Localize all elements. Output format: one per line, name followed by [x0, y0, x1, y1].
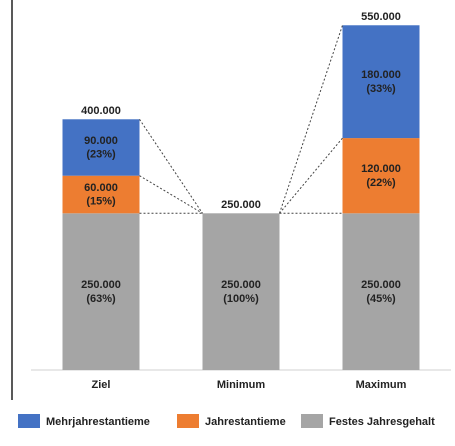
total-label: 550.000: [361, 11, 401, 23]
value-label-line: (63%): [86, 293, 116, 305]
legend-swatch: [177, 414, 199, 428]
value-label: 180.000 (33%): [361, 69, 401, 95]
value-label: 250.000 (100%): [221, 279, 261, 305]
legend-label: Jahrestantieme: [205, 416, 286, 428]
value-label-line: 60.000: [84, 182, 118, 194]
x-tick-label: Maximum: [356, 379, 407, 391]
value-label-line: 180.000: [361, 69, 401, 81]
value-label: 250.000 (63%): [81, 279, 121, 305]
legend-swatch: [18, 414, 40, 428]
value-label-line: 250.000: [81, 279, 121, 291]
value-label-line: (100%): [223, 293, 259, 305]
value-label-line: 250.000: [361, 279, 401, 291]
legend-label: Festes Jahresgehalt: [329, 416, 435, 428]
value-label-line: (22%): [366, 177, 396, 189]
x-tick-label: Ziel: [92, 379, 111, 391]
bar-segment: [342, 213, 420, 370]
connector: [139, 119, 203, 214]
legend-swatch: [301, 414, 323, 428]
value-label-line: 120.000: [361, 163, 401, 175]
legend-label: Mehrjahrestantieme: [46, 416, 150, 428]
connector: [139, 175, 203, 214]
total-label: 250.000: [221, 199, 261, 211]
value-label: 90.000 (23%): [84, 135, 118, 161]
bar-segment: [342, 138, 420, 214]
value-label-line: 250.000: [221, 279, 261, 291]
bar-segment: [62, 213, 140, 370]
bar-segment: [62, 175, 140, 214]
total-label: 400.000: [81, 105, 121, 117]
bar-segment: [202, 213, 280, 370]
connector: [279, 137, 343, 214]
x-tick-label: Minimum: [217, 379, 265, 391]
value-label: 250.000 (45%): [361, 279, 401, 305]
connector: [279, 25, 343, 214]
value-label: 60.000 (15%): [84, 182, 118, 208]
value-label-line: (45%): [366, 293, 396, 305]
value-label-line: (33%): [366, 83, 396, 95]
value-label-line: 90.000: [84, 135, 118, 147]
value-label: 120.000 (22%): [361, 163, 401, 189]
bar-segment: [62, 119, 140, 176]
value-label-line: (23%): [86, 149, 116, 161]
bar-segment: [342, 25, 420, 139]
value-label-line: (15%): [86, 196, 116, 208]
